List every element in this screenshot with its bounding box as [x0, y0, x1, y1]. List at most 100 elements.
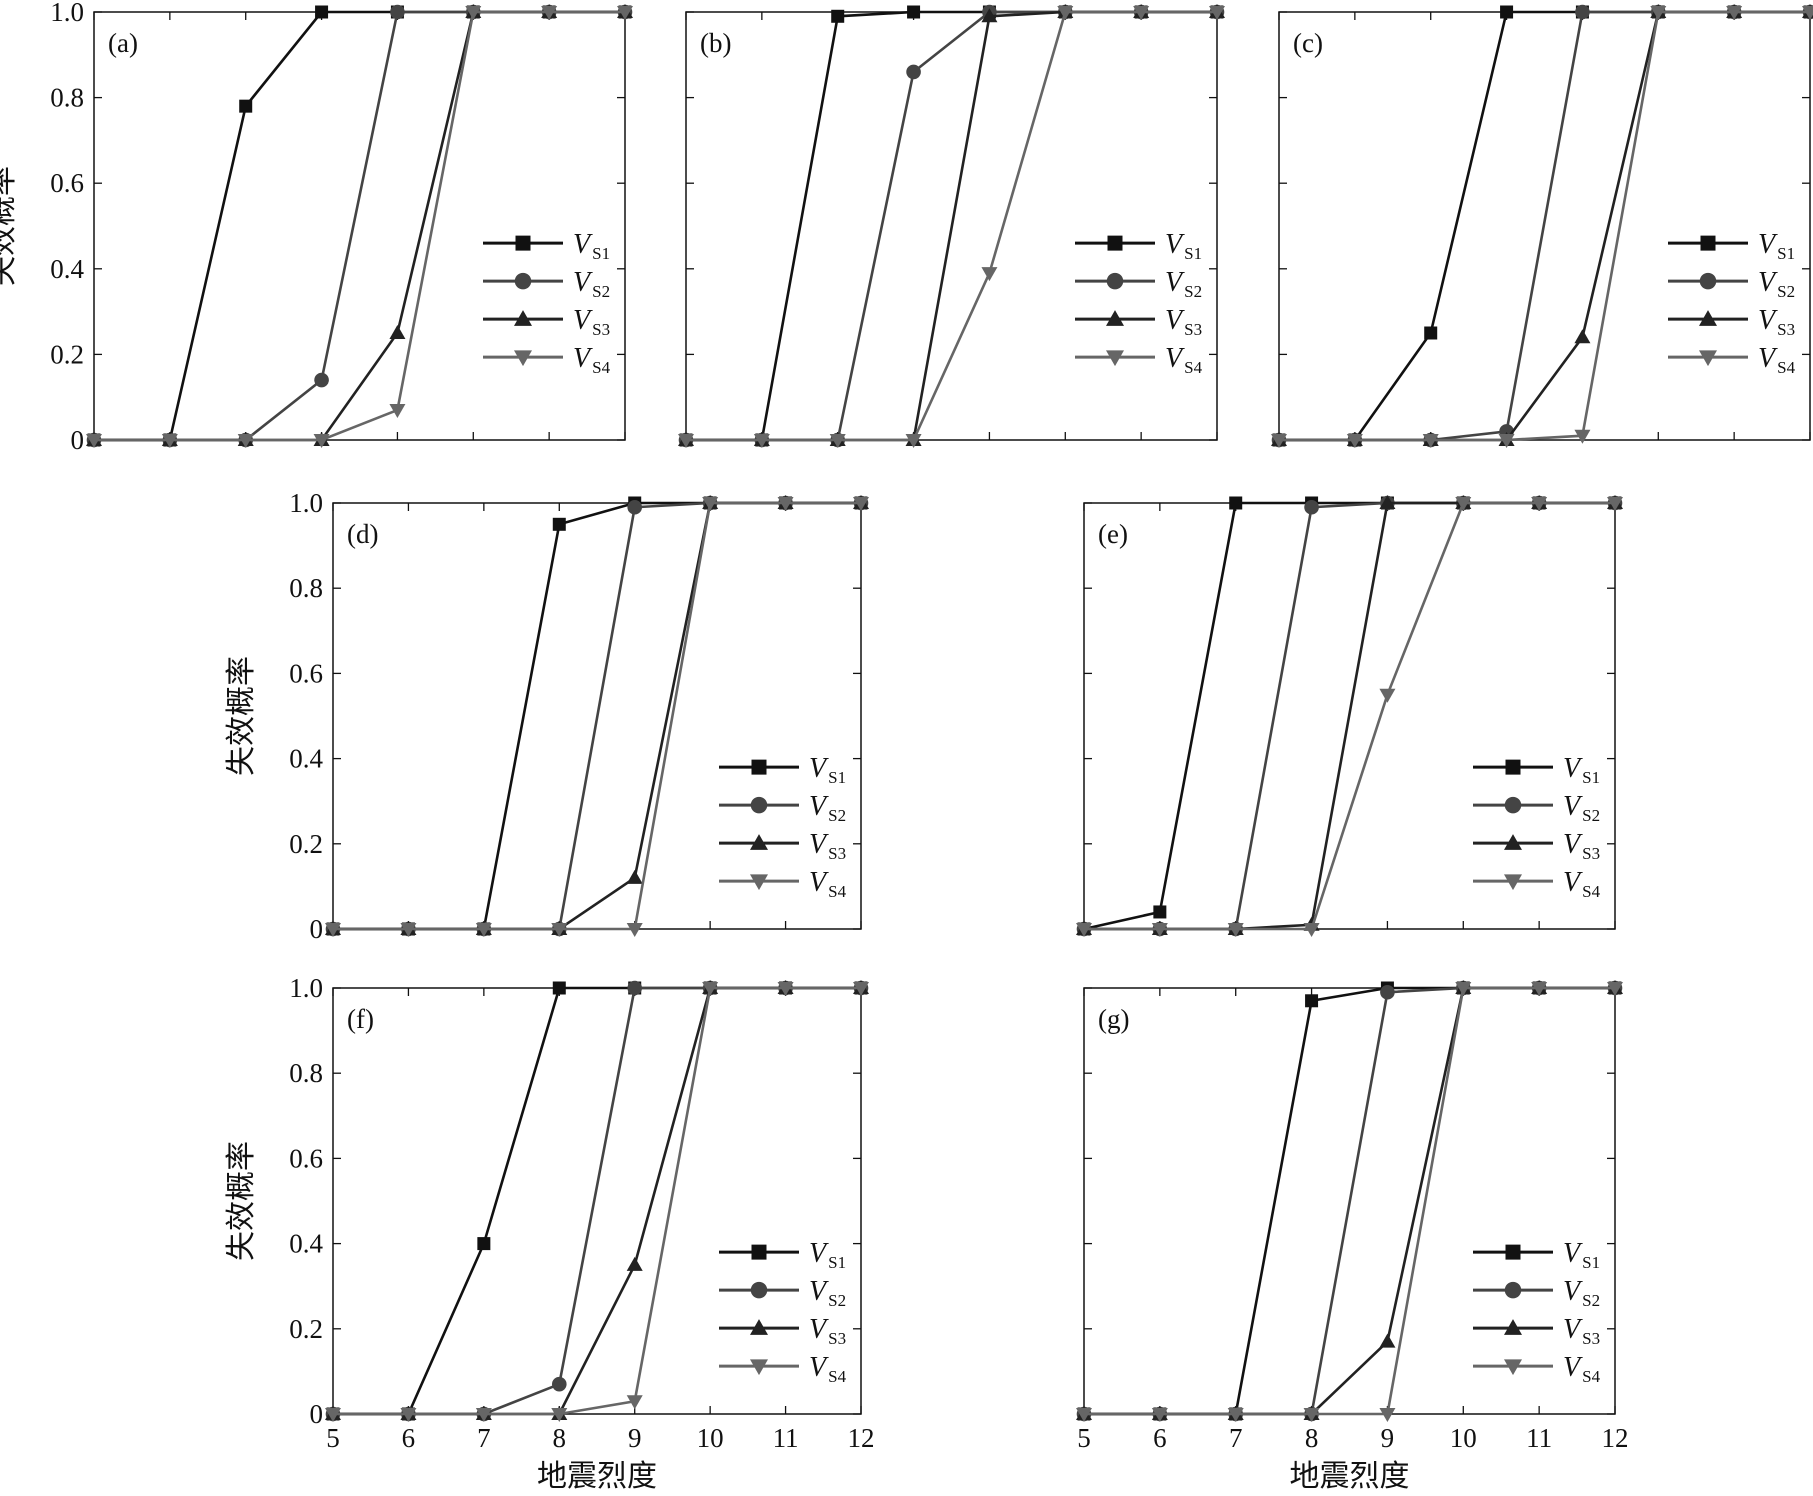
data-point-s4: [1227, 923, 1244, 937]
y-tick-label: 0.8: [289, 573, 323, 603]
legend-entry-subscript: S3: [1184, 320, 1202, 339]
y-tick-label: 0: [310, 1399, 324, 1429]
series-line-s4: [333, 501, 861, 931]
x-tick-label: 7: [477, 1423, 491, 1453]
data-point-s4: [1379, 688, 1396, 703]
data-point-s4: [905, 434, 922, 448]
legend-entry-subscript: S3: [1582, 1329, 1600, 1348]
legend-entry-subscript: S3: [828, 1329, 846, 1348]
series-line-s4: [94, 10, 625, 442]
data-point-s3: [981, 8, 998, 23]
x-axis-label: 地震烈度: [1290, 1459, 1410, 1494]
chart-panel-2: (c)V S1V S2V S3V S4: [1271, 4, 1813, 448]
data-point-s2: [627, 499, 643, 515]
x-tick-label: 5: [1077, 1423, 1091, 1453]
data-point-s4: [702, 982, 719, 996]
legend-marker: [514, 350, 532, 367]
legend-entry-subscript: S4: [1582, 1367, 1600, 1386]
x-tick-label: 11: [773, 1423, 799, 1453]
panel-label: (c): [1293, 28, 1323, 58]
x-tick-label: 11: [1526, 1423, 1552, 1453]
legend-marker: [514, 310, 532, 326]
data-point-s3: [1574, 329, 1591, 344]
data-point-s1: [1305, 994, 1319, 1008]
data-point-s3: [626, 869, 643, 884]
legend-entry-subscript: S4: [592, 358, 610, 377]
y-tick-label: 0.8: [289, 1058, 323, 1088]
data-point-s4: [853, 497, 869, 511]
legend-entry-subscript: S2: [828, 1291, 846, 1310]
legend-entry-subscript: S2: [828, 806, 846, 825]
data-point-s1: [1424, 326, 1438, 340]
data-point-s3: [626, 1256, 643, 1271]
legend-marker: [751, 759, 767, 775]
data-point-s4: [1227, 1408, 1244, 1422]
data-point-s4: [626, 1395, 643, 1410]
x-tick-label: 7: [1229, 1423, 1243, 1453]
data-point-s1: [831, 9, 845, 23]
y-tick-label: 0.6: [50, 168, 84, 198]
y-tick-label: 1.0: [289, 973, 323, 1003]
legend-entry-subscript: S1: [1582, 1253, 1600, 1272]
legend-entry-subscript: S2: [592, 282, 610, 301]
data-point-s4: [981, 267, 998, 282]
data-point-s4: [1076, 1408, 1092, 1422]
x-tick-label: 6: [402, 1423, 416, 1453]
legend-marker: [750, 1359, 768, 1376]
data-point-s4: [1607, 497, 1623, 511]
panel-label: (b): [700, 28, 731, 58]
legend-entry-subscript: S3: [1582, 844, 1600, 863]
panel-label: (d): [347, 519, 378, 549]
legend-entry-subscript: S4: [1184, 358, 1202, 377]
y-tick-label: 0.6: [289, 658, 323, 688]
legend-marker: [750, 1319, 768, 1335]
legend-entry-subscript: S2: [1582, 1291, 1600, 1310]
data-point-s4: [1498, 434, 1515, 448]
data-point-s4: [1151, 923, 1168, 937]
legend-entry-subscript: S1: [828, 1253, 846, 1272]
data-point-s1: [1229, 496, 1243, 510]
legend-marker: [515, 235, 531, 251]
y-tick-label: 1.0: [50, 0, 84, 27]
panel-label: (f): [347, 1004, 374, 1034]
legend-entry-subscript: S1: [592, 244, 610, 263]
x-tick-label: 10: [697, 1423, 724, 1453]
y-tick-label: 0: [310, 914, 324, 944]
data-point-s4: [325, 1408, 341, 1422]
legend-marker: [1504, 1281, 1522, 1299]
data-point-s4: [626, 923, 643, 937]
data-point-s1: [477, 1237, 491, 1251]
y-tick-label: 0.2: [50, 339, 84, 369]
panel-label: (e): [1098, 519, 1128, 549]
legend-entry-subscript: S4: [828, 1367, 846, 1386]
data-point-s4: [753, 434, 770, 448]
legend-marker: [750, 1281, 768, 1299]
series-line-s4: [1279, 10, 1810, 442]
data-point-s4: [1802, 6, 1813, 20]
data-point-s4: [1531, 497, 1548, 511]
legend-marker: [1504, 874, 1522, 891]
y-tick-label: 0.2: [289, 829, 323, 859]
data-point-s4: [541, 6, 558, 20]
legend-marker: [1504, 834, 1522, 850]
x-tick-label: 9: [628, 1423, 642, 1453]
data-point-s4: [1422, 434, 1439, 448]
x-tick-label: 9: [1381, 1423, 1395, 1453]
data-point-s2: [1380, 984, 1395, 1000]
y-tick-label: 0.6: [289, 1143, 323, 1173]
legend-marker: [1106, 350, 1124, 367]
x-tick-label: 12: [848, 1423, 875, 1453]
series-line-s4: [686, 10, 1217, 442]
data-point-s4: [1133, 6, 1150, 20]
legend-entry-subscript: S2: [1777, 282, 1795, 301]
y-tick-label: 1.0: [289, 488, 323, 518]
data-point-s4: [551, 1408, 568, 1422]
data-point-s3: [1379, 1333, 1396, 1348]
data-point-s4: [475, 923, 492, 937]
legend-marker: [750, 874, 768, 891]
data-point-s4: [1650, 6, 1667, 20]
data-point-s4: [1379, 1408, 1396, 1422]
y-tick-label: 0.4: [289, 744, 323, 774]
